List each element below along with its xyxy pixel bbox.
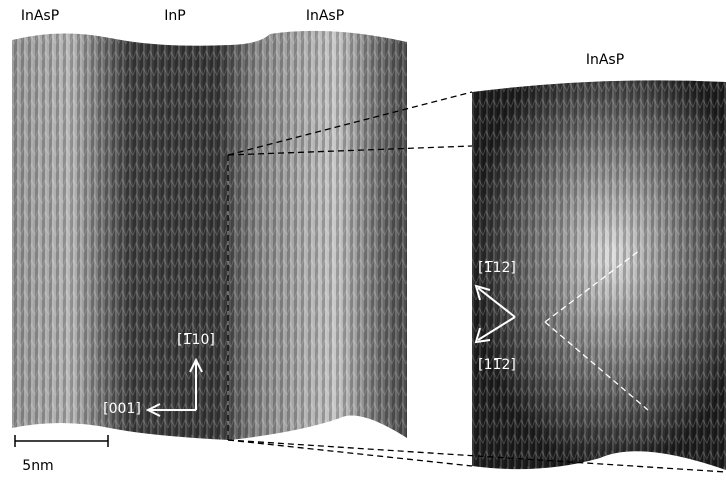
direction-label: [1̅12] [478,260,516,276]
direction-label: [1̅10] [177,332,215,348]
stm-image-left [12,31,407,440]
direction-label: [001] [103,401,141,417]
direction-label: [11̅2] [478,357,516,373]
scale-bar-label: 5nm [22,458,53,474]
zoom-label: InAsP [586,52,624,68]
region-label: InAsP [21,8,59,24]
scale-bar [15,435,108,447]
region-label: InAsP [306,8,344,24]
region-label: InP [164,8,185,24]
figure: InAsP InP InAsP InAsP [1̅10] [001] [1̅12… [0,0,726,480]
